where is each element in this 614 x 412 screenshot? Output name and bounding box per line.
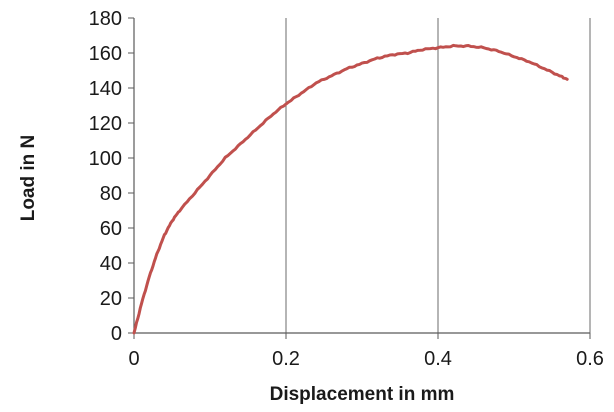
y-tick-label-3: 60 (100, 218, 122, 240)
y-tick-label-4: 80 (100, 183, 122, 205)
axes (128, 17, 591, 339)
x-tick-label-3: 0.6 (576, 348, 604, 370)
y-tick-labels: 0 20 40 60 80 100 120 140 160 180 (89, 8, 122, 345)
y-tick-label-6: 120 (89, 113, 122, 135)
x-tick-labels: 0 0.2 0.4 0.6 (128, 348, 603, 370)
y-tick-label-0: 0 (111, 323, 122, 345)
x-tick-label-0: 0 (128, 348, 139, 370)
y-axis-title: Load in N (18, 135, 39, 222)
y-tick-label-8: 160 (89, 43, 122, 65)
y-tick-label-1: 20 (100, 288, 122, 310)
x-tick-label-1: 0.2 (272, 348, 300, 370)
y-tick-label-2: 40 (100, 253, 122, 275)
gridlines (285, 18, 591, 333)
series-line-load (132, 43, 569, 335)
y-tick-label-7: 140 (89, 78, 122, 100)
x-axis-title: Displacement in mm (270, 384, 455, 405)
y-tick-label-5: 100 (89, 148, 122, 170)
y-tick-label-9: 180 (89, 8, 122, 30)
x-tick-label-2: 0.4 (424, 348, 452, 370)
